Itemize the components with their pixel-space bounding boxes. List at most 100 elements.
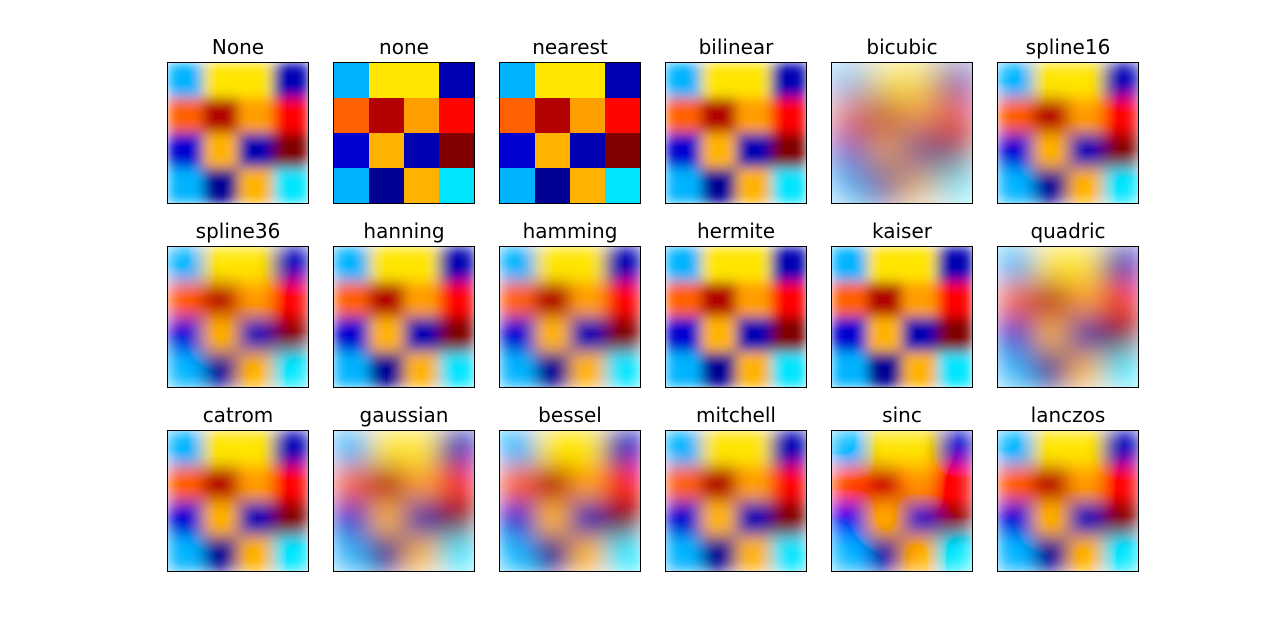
- panel-bilinear: bilinear: [665, 35, 807, 204]
- heatmap-cell: [1068, 536, 1104, 571]
- heatmap-image: [334, 431, 474, 571]
- panel-title: hanning: [363, 219, 445, 243]
- heatmap-cell: [666, 133, 702, 169]
- heatmap-cell: [832, 133, 868, 169]
- heatmap-cell: [168, 133, 204, 169]
- heatmap-cell: [902, 317, 938, 353]
- heatmap-cell: [168, 282, 204, 318]
- heatmap-cell: [701, 282, 737, 318]
- heatmap-cell: [937, 317, 972, 353]
- heatmap-image: [832, 247, 972, 387]
- heatmap-cell: [1068, 98, 1104, 134]
- heatmap-cell: [998, 282, 1034, 318]
- heatmap-cell: [867, 536, 903, 571]
- heatmap-cell: [500, 247, 536, 283]
- heatmap-cell: [1033, 247, 1069, 283]
- heatmap-cell: [404, 133, 439, 168]
- heatmap-cell: [1103, 501, 1138, 537]
- heatmap-cell: [666, 282, 702, 318]
- heatmap-cell: [771, 501, 806, 537]
- heatmap-image: [334, 63, 474, 203]
- heatmap-cell: [1068, 133, 1104, 169]
- heatmap-cell: [736, 98, 772, 134]
- panel-title: sinc: [882, 403, 922, 427]
- panel-title: mitchell: [696, 403, 776, 427]
- heatmap-cell: [168, 466, 204, 502]
- heatmap-cell: [1033, 317, 1069, 353]
- heatmap-cell: [867, 466, 903, 502]
- panel-plot-area: [333, 62, 475, 204]
- heatmap-cell: [535, 466, 571, 502]
- heatmap-cell: [404, 501, 440, 537]
- heatmap-cell: [203, 247, 239, 283]
- heatmap-cell: [1033, 98, 1069, 134]
- heatmap-cell: [998, 247, 1034, 283]
- heatmap-cell: [701, 536, 737, 571]
- heatmap-cell: [771, 168, 806, 203]
- panel-none: None: [167, 35, 309, 204]
- heatmap-cell: [570, 536, 606, 571]
- heatmap-cell: [203, 282, 239, 318]
- heatmap-cell: [771, 282, 806, 318]
- heatmap-cell: [570, 63, 605, 98]
- panel-title: quadric: [1030, 219, 1106, 243]
- panel-plot-area: [997, 430, 1139, 572]
- heatmap-cell: [203, 317, 239, 353]
- heatmap-image: [832, 63, 972, 203]
- heatmap-cell: [203, 168, 239, 203]
- heatmap-cell: [902, 168, 938, 203]
- heatmap-cell: [238, 98, 274, 134]
- heatmap-cell: [867, 63, 903, 99]
- panel-hamming: hamming: [499, 219, 641, 388]
- heatmap-cell: [273, 168, 308, 203]
- heatmap-cell: [168, 63, 204, 99]
- heatmap-cell: [1103, 133, 1138, 169]
- heatmap-cell: [168, 352, 204, 387]
- panel-spline36: spline36: [167, 219, 309, 388]
- panel-title: nearest: [532, 35, 608, 59]
- heatmap-cell: [404, 282, 440, 318]
- heatmap-cell: [771, 317, 806, 353]
- heatmap-cell: [666, 501, 702, 537]
- heatmap-cell: [701, 501, 737, 537]
- heatmap-cell: [902, 431, 938, 467]
- heatmap-cell: [369, 168, 404, 203]
- heatmap-cell: [439, 282, 474, 318]
- panel-bicubic: bicubic: [831, 35, 973, 204]
- heatmap-cell: [570, 317, 606, 353]
- heatmap-cell: [666, 63, 702, 99]
- heatmap-cell: [334, 133, 369, 168]
- heatmap-cell: [535, 247, 571, 283]
- heatmap-cell: [168, 536, 204, 571]
- heatmap-cell: [666, 98, 702, 134]
- heatmap-cell: [334, 317, 370, 353]
- heatmap-cell: [666, 352, 702, 387]
- panel-title: none: [379, 35, 429, 59]
- heatmap-cell: [701, 352, 737, 387]
- heatmap-cell: [1103, 168, 1138, 203]
- heatmap-cell: [998, 63, 1034, 99]
- heatmap-cell: [701, 98, 737, 134]
- heatmap-cell: [439, 63, 474, 98]
- heatmap-cell: [334, 466, 370, 502]
- heatmap-cell: [369, 536, 405, 571]
- heatmap-image: [998, 431, 1138, 571]
- heatmap-cell: [1033, 431, 1069, 467]
- heatmap-cell: [736, 431, 772, 467]
- heatmap-cell: [439, 501, 474, 537]
- heatmap-cell: [867, 317, 903, 353]
- heatmap-cell: [771, 536, 806, 571]
- heatmap-cell: [535, 431, 571, 467]
- panel-plot-area: [665, 62, 807, 204]
- heatmap-cell: [238, 536, 274, 571]
- heatmap-cell: [168, 431, 204, 467]
- heatmap-cell: [238, 431, 274, 467]
- heatmap-cell: [369, 352, 405, 387]
- panel-plot-area: [831, 62, 973, 204]
- heatmap-cell: [238, 352, 274, 387]
- panel-title: gaussian: [359, 403, 449, 427]
- panel-plot-area: [333, 246, 475, 388]
- heatmap-cell: [701, 63, 737, 99]
- panel-none: none: [333, 35, 475, 204]
- heatmap-cell: [500, 431, 536, 467]
